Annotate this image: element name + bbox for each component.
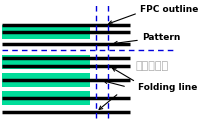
Bar (2, 73, 90, 87)
Text: 深圳宏力捧: 深圳宏力捧 (136, 61, 169, 71)
Text: Pattern: Pattern (142, 34, 180, 42)
Bar (2, 55, 90, 69)
Bar (2, 25, 90, 39)
Text: Folding line: Folding line (138, 82, 197, 92)
Text: FPC outline: FPC outline (140, 5, 198, 15)
Bar (2, 91, 90, 105)
